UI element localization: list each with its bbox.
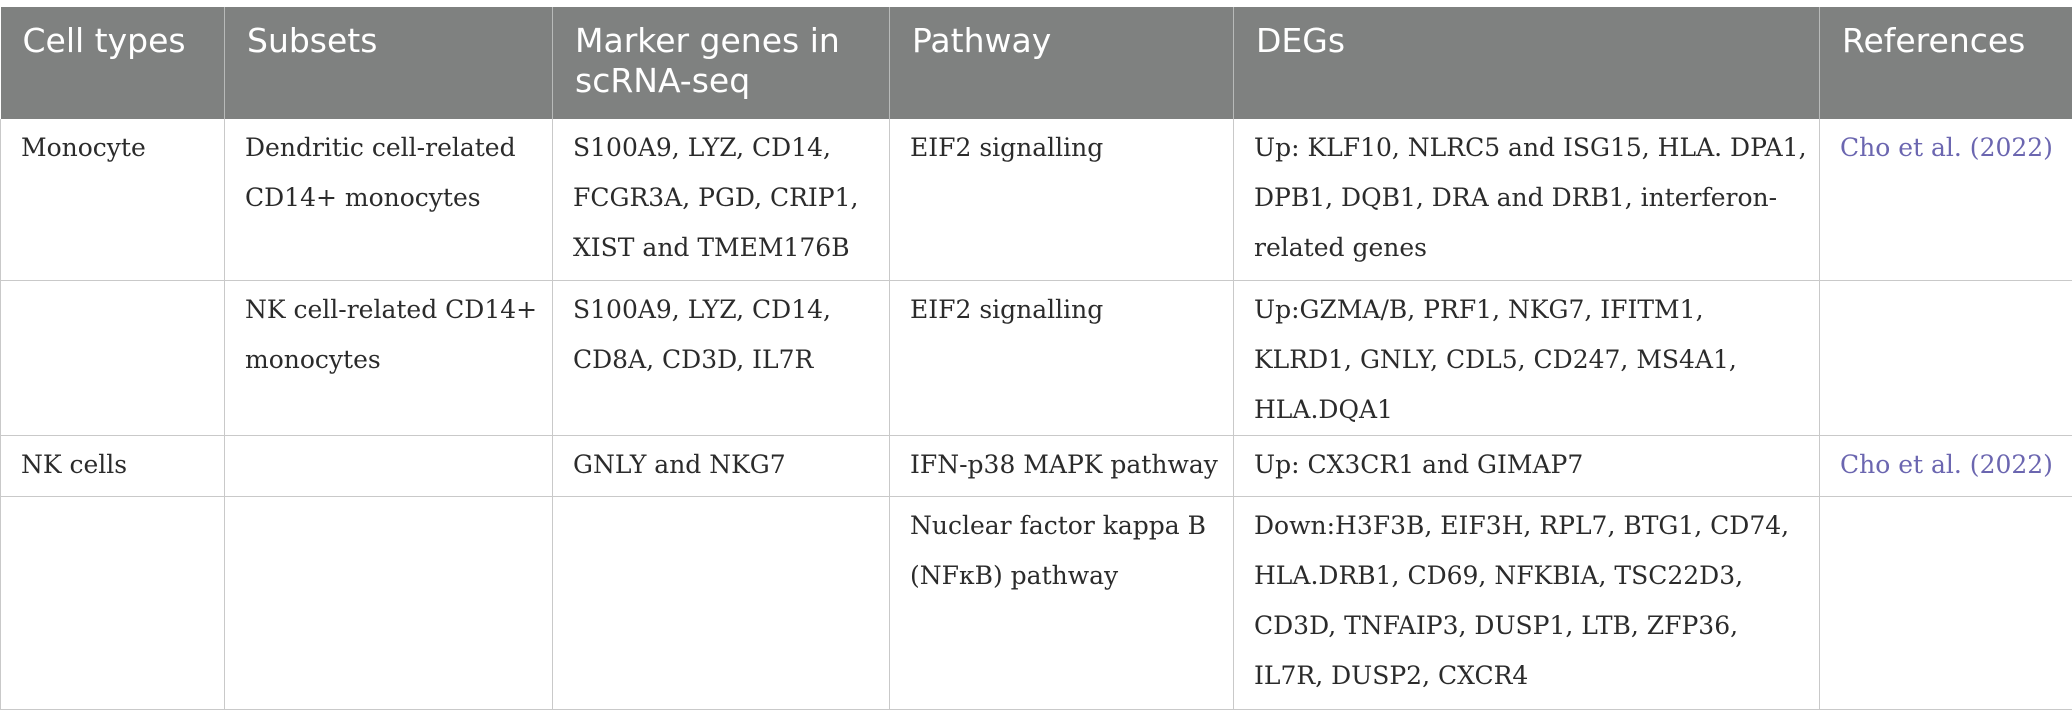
marker-genes: S100A9, LYZ, CD14, CD8A, CD3D, IL7R [553, 280, 890, 435]
pathway: EIF2 signalling [890, 280, 1234, 435]
subset: Dendritic cell-related CD14+ monocytes [225, 119, 553, 280]
degs: Up:GZMA/B, PRF1, NKG7, IFITM1, KLRD1, GN… [1234, 280, 1820, 435]
table-row: Nuclear factor kappa B (NFκB) pathway Do… [1, 496, 2072, 709]
cell-type: Monocyte [1, 119, 225, 280]
header-subsets: Subsets [225, 7, 553, 119]
cell-type [1, 496, 225, 709]
header-cell-types: Cell types [1, 7, 225, 119]
marker-genes [553, 496, 890, 709]
subset [225, 496, 553, 709]
header-marker-genes: Marker genes in scRNA-seq [553, 7, 890, 119]
degs: Down:H3F3B, EIF3H, RPL7, BTG1, CD74, HLA… [1234, 496, 1820, 709]
subset: NK cell-related CD14+ monocytes [225, 280, 553, 435]
header-degs: DEGs [1234, 7, 1820, 119]
cell-type: NK cells [1, 435, 225, 496]
table-container: Cell types Subsets Marker genes in scRNA… [0, 7, 2072, 710]
pathway: IFN-p38 MAPK pathway [890, 435, 1234, 496]
reference [1820, 496, 2072, 709]
degs: Up: KLF10, NLRC5 and ISG15, HLA. DPA1, D… [1234, 119, 1820, 280]
reference [1820, 280, 2072, 435]
header-pathway: Pathway [890, 7, 1234, 119]
marker-genes: GNLY and NKG7 [553, 435, 890, 496]
table-row: NK cell-related CD14+ monocytes S100A9, … [1, 280, 2072, 435]
reference: Cho et al. (2022) [1820, 119, 2072, 280]
subset [225, 435, 553, 496]
header-references: References [1820, 7, 2072, 119]
table-row: Monocyte Dendritic cell-related CD14+ mo… [1, 119, 2072, 280]
reference: Cho et al. (2022) [1820, 435, 2072, 496]
reference-link[interactable]: Cho et al. (2022) [1840, 450, 2053, 479]
data-table: Cell types Subsets Marker genes in scRNA… [0, 7, 2072, 710]
table-row: NK cells GNLY and NKG7 IFN-p38 MAPK path… [1, 435, 2072, 496]
header-row: Cell types Subsets Marker genes in scRNA… [1, 7, 2072, 119]
pathway: Nuclear factor kappa B (NFκB) pathway [890, 496, 1234, 709]
pathway: EIF2 signalling [890, 119, 1234, 280]
reference-link[interactable]: Cho et al. (2022) [1840, 133, 2053, 162]
marker-genes: S100A9, LYZ, CD14, FCGR3A, PGD, CRIP1, X… [553, 119, 890, 280]
degs: Up: CX3CR1 and GIMAP7 [1234, 435, 1820, 496]
cell-type [1, 280, 225, 435]
